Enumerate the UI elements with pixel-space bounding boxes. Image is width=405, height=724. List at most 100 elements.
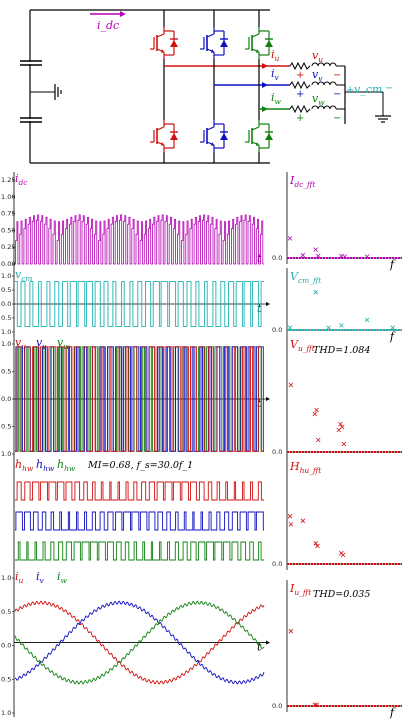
igbt-w-bottom-icon bbox=[245, 120, 273, 152]
fft-point bbox=[340, 552, 346, 558]
marker bbox=[287, 325, 293, 330]
dc-capacitor-bottom bbox=[20, 117, 42, 123]
fft-panel-iu_fft: 0.0 Iu_fft THD=0.035 f bbox=[272, 580, 402, 719]
y-tick-label: 1.0 bbox=[1, 574, 11, 582]
panel-vcm: 1.0 0.5 0.0 0.5 1.0 vcm t bbox=[1, 268, 270, 336]
igbt-v-bottom-icon bbox=[200, 120, 228, 152]
y-tick-label: 0.5 bbox=[1, 608, 11, 616]
marker bbox=[342, 254, 348, 259]
gate-signal-trace bbox=[15, 511, 264, 531]
fft-point bbox=[312, 411, 318, 417]
fft-point bbox=[339, 323, 344, 328]
series-label-v-w: vw bbox=[57, 336, 70, 351]
marker bbox=[338, 421, 343, 427]
series-label-i-u: iu bbox=[15, 570, 24, 585]
midpoint-ground-icon bbox=[30, 84, 62, 100]
y-tick-label: 0.25 bbox=[1, 243, 15, 251]
diode bbox=[170, 133, 178, 140]
marker bbox=[314, 702, 319, 708]
wire bbox=[156, 33, 165, 38]
current-label-w: iw bbox=[271, 91, 282, 106]
resistor-icon bbox=[289, 61, 311, 71]
y-tick-label: 0.0 bbox=[272, 702, 282, 710]
axis-arrow-icon bbox=[266, 640, 270, 645]
y-tick-label: 0.5 bbox=[1, 314, 11, 322]
voltage-label-w: vw bbox=[312, 92, 325, 107]
y-tick-label: 0.5 bbox=[1, 368, 11, 376]
fft-point bbox=[287, 325, 293, 330]
series-label-h-hw: hhw bbox=[15, 458, 34, 473]
y-tick-label: 1.0 bbox=[1, 328, 11, 336]
marker bbox=[390, 325, 396, 330]
y-tick-label: 1.0 bbox=[1, 450, 11, 458]
fft-point bbox=[288, 628, 294, 634]
fft-point bbox=[313, 289, 318, 295]
igbt-w-top-icon bbox=[245, 27, 273, 59]
gate-signal-trace bbox=[15, 481, 264, 501]
fft-point bbox=[312, 702, 318, 708]
marker bbox=[340, 552, 346, 558]
arrow bbox=[161, 142, 164, 146]
y-tick-label: 0.50 bbox=[1, 226, 15, 234]
fft-point bbox=[315, 543, 320, 549]
diode bbox=[170, 40, 178, 47]
diode bbox=[220, 133, 228, 140]
f-axis-label: f bbox=[389, 706, 396, 719]
vcm-plus: + bbox=[346, 85, 354, 96]
series-label-v-v: vv bbox=[36, 336, 47, 351]
fft-point bbox=[288, 522, 294, 527]
fft-point bbox=[342, 254, 348, 259]
arrow bbox=[211, 49, 214, 53]
inverter-legs bbox=[150, 10, 290, 163]
t-axis-label: t bbox=[257, 641, 262, 654]
marker bbox=[287, 236, 293, 241]
fft-point bbox=[338, 421, 343, 427]
wire bbox=[206, 33, 215, 38]
vcm-minus: − bbox=[385, 83, 393, 94]
marker bbox=[339, 323, 344, 328]
series-label-v-cm: vcm bbox=[15, 268, 32, 283]
marker bbox=[313, 289, 318, 295]
diode bbox=[265, 133, 273, 140]
current-label-u: iu bbox=[271, 48, 280, 63]
fft-point bbox=[315, 253, 321, 259]
marker bbox=[313, 541, 318, 546]
fft-label: Idc_fft bbox=[289, 174, 316, 189]
leg-u bbox=[150, 10, 290, 163]
diode bbox=[265, 40, 273, 47]
igbt-u-bottom-icon bbox=[150, 120, 178, 152]
fft-point bbox=[341, 441, 347, 447]
marker bbox=[341, 441, 347, 447]
series-label-i-w: iw bbox=[57, 570, 68, 585]
current-arrow-icon bbox=[262, 82, 268, 88]
fft-label: Vu_fft bbox=[290, 338, 316, 353]
panel-hhw: hhw hhw hhw MI=0.68, f_s=30.0f_1 bbox=[13, 458, 264, 570]
gate-signal-trace bbox=[15, 541, 264, 561]
y-tick-label: 1.25 bbox=[1, 176, 15, 184]
fft-label: Iu_fft bbox=[289, 582, 312, 597]
current-label-v: iv bbox=[271, 67, 280, 82]
series-label-v-u: vu bbox=[15, 336, 26, 351]
marker bbox=[339, 424, 345, 430]
marker bbox=[315, 437, 321, 443]
panel-idc: 1.25 1.00 0.75 0.50 0.25 0.00 idc t bbox=[1, 172, 264, 268]
thd-annotation: THD=0.035 bbox=[313, 589, 370, 600]
plus-sign: + bbox=[296, 89, 304, 100]
fft-point bbox=[314, 702, 319, 708]
leg-v bbox=[200, 10, 290, 163]
minus-sign: − bbox=[333, 113, 341, 124]
vcm-trace bbox=[15, 281, 264, 327]
series-label-i-dc: idc bbox=[15, 172, 28, 187]
y-tick-label: 0.0 bbox=[272, 254, 282, 262]
marker bbox=[312, 702, 318, 708]
fft-point bbox=[390, 325, 396, 330]
y-tick-label: 0.0 bbox=[272, 448, 282, 456]
marker bbox=[315, 253, 321, 259]
marker bbox=[288, 382, 294, 388]
phase-current-trace bbox=[14, 600, 265, 685]
mi-fs-annotation: MI=0.68, f_s=30.0f_1 bbox=[87, 460, 193, 471]
phase-voltage-trace bbox=[15, 346, 264, 452]
